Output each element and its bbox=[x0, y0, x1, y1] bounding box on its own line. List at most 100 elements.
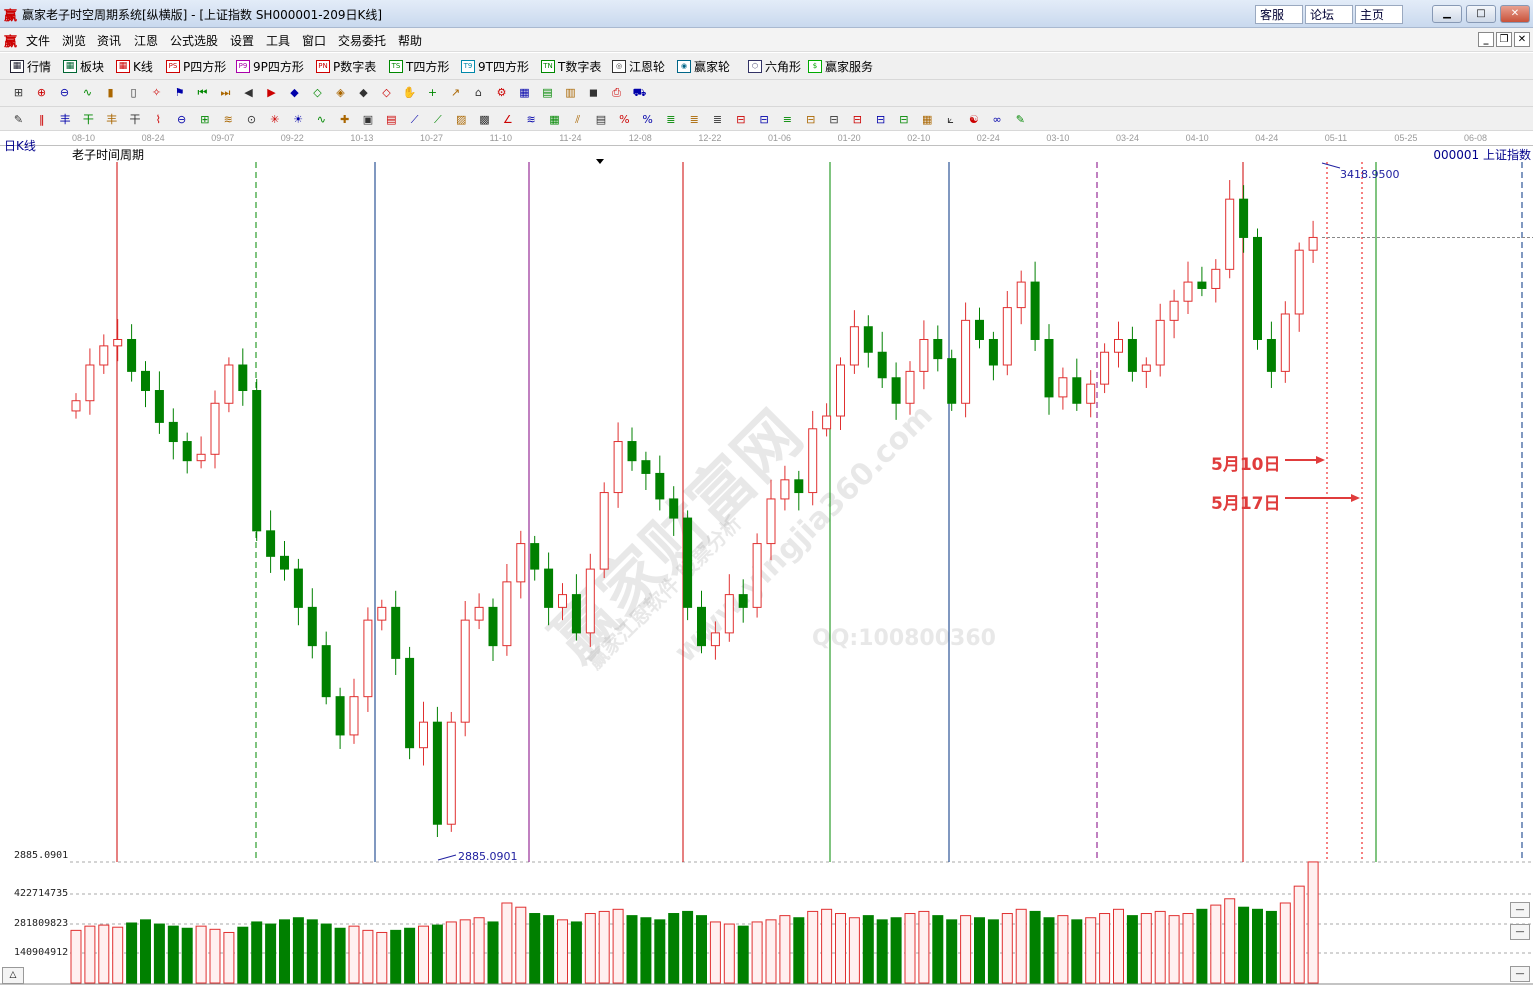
fan-icon[interactable]: ⌇ bbox=[155, 113, 161, 126]
ruler-icon[interactable]: ⊟ bbox=[736, 113, 746, 126]
toolbar-gann-wheel-button[interactable]: ◎ 江恩轮 bbox=[612, 58, 665, 75]
toolbar-hexagon-button[interactable]: ⬡ 六角形 bbox=[748, 58, 801, 75]
next-icon[interactable]: ▶ bbox=[267, 86, 276, 99]
toolbar-candlestick-button[interactable]: ▦ K线 bbox=[116, 58, 153, 75]
print-icon[interactable]: ⎙ bbox=[612, 86, 621, 99]
menu-item[interactable]: 设置 bbox=[230, 34, 255, 48]
diamond5-icon[interactable]: ◇ bbox=[382, 86, 391, 99]
menu-item[interactable]: 帮助 bbox=[398, 34, 423, 48]
grid3-icon[interactable]: ⟀ bbox=[947, 113, 954, 126]
circle-icon[interactable]: ⊖ bbox=[176, 113, 187, 126]
menu-item[interactable]: 工具 bbox=[266, 34, 291, 48]
toolbar-t9-button[interactable]: T9 9T四方形 bbox=[461, 58, 529, 75]
wave2-icon[interactable]: ≋ bbox=[526, 113, 536, 126]
period-icon[interactable]: ⊞ bbox=[13, 86, 24, 99]
percent-icon[interactable]: % bbox=[619, 113, 630, 126]
menu-item[interactable]: 公式选股 bbox=[170, 34, 219, 48]
infinity-icon[interactable]: ✎ bbox=[1015, 113, 1025, 126]
cycle-icon[interactable]: ⊟ bbox=[759, 113, 769, 126]
box2-icon[interactable]: ▤ bbox=[386, 113, 397, 126]
hash1-icon[interactable]: ‖ bbox=[39, 113, 45, 126]
menu-item[interactable]: 交易委托 bbox=[338, 34, 387, 48]
fib3-icon[interactable]: ≣ bbox=[712, 113, 723, 126]
prev-icon[interactable]: ◀ bbox=[244, 86, 253, 99]
mdi-close-button[interactable]: ✕ bbox=[1514, 32, 1530, 47]
star-icon[interactable]: ✳ bbox=[270, 113, 280, 126]
diamond3-icon[interactable]: ◈ bbox=[336, 86, 345, 99]
last-icon[interactable]: ⏭ bbox=[220, 86, 231, 99]
scroll-mid-button[interactable]: — bbox=[1510, 924, 1530, 940]
cross-icon[interactable]: ✚ bbox=[340, 113, 350, 126]
sun-icon[interactable]: ☀ bbox=[293, 113, 304, 126]
toolbar-blocks-button[interactable]: ▦ 板块 bbox=[63, 58, 104, 75]
gann-box-icon[interactable]: ▩ bbox=[479, 113, 490, 126]
toolbar-table-button[interactable]: ▦ 行情 bbox=[10, 58, 51, 75]
tree2-icon[interactable]: 干 bbox=[82, 113, 94, 126]
flag-icon[interactable]: ⚑ bbox=[174, 86, 185, 99]
fan-box-icon[interactable]: ▨ bbox=[455, 113, 467, 126]
first-icon[interactable]: ⏮ bbox=[197, 86, 208, 99]
box1-icon[interactable]: ▣ bbox=[362, 113, 374, 126]
cycle3-icon[interactable]: ⊟ bbox=[806, 113, 816, 126]
zoom-out-icon[interactable]: ⊖ bbox=[59, 86, 70, 99]
toolbar-p9-button[interactable]: P9 9P四方形 bbox=[236, 58, 304, 75]
close-button[interactable]: ✕ bbox=[1500, 5, 1530, 23]
scroll-up-button[interactable]: — bbox=[1510, 902, 1530, 918]
customer-service-button[interactable]: 客服 bbox=[1255, 5, 1303, 24]
menu-item[interactable]: 窗口 bbox=[302, 34, 327, 48]
menu-item[interactable]: 江恩 bbox=[134, 34, 159, 48]
fib2-icon[interactable]: ≣ bbox=[689, 113, 699, 126]
candle-icon[interactable]: ▯ bbox=[130, 86, 137, 99]
compass-icon[interactable]: ✧ bbox=[151, 86, 162, 99]
save-icon[interactable]: ◼ bbox=[588, 86, 599, 99]
minimize-button[interactable]: ▁ bbox=[1432, 5, 1462, 23]
crosshair-icon[interactable]: + bbox=[427, 86, 438, 99]
menu-item[interactable]: 资讯 bbox=[97, 34, 122, 48]
toolbar-dollar-button[interactable]: $ 赢家服务 bbox=[808, 58, 873, 75]
tree3-icon[interactable]: 丰 bbox=[106, 113, 118, 126]
toolbar-ps-button[interactable]: PS P四方形 bbox=[166, 58, 226, 75]
bar-chart-icon[interactable]: ▮ bbox=[107, 86, 114, 99]
chart-icon[interactable]: ☯ bbox=[968, 113, 979, 126]
wave-icon[interactable]: ∿ bbox=[316, 113, 326, 126]
cycle4-icon[interactable]: ⊟ bbox=[829, 113, 839, 126]
parallel-icon[interactable]: ⫽ bbox=[575, 113, 581, 126]
expand-panel-button[interactable]: △ bbox=[2, 967, 24, 984]
calculator-icon[interactable]: ▤ bbox=[542, 86, 553, 99]
zoom-in-icon[interactable]: ⊕ bbox=[36, 86, 47, 99]
cycle5-icon[interactable]: ⊟ bbox=[852, 113, 862, 126]
kline-chart[interactable] bbox=[0, 146, 1533, 986]
maximize-button[interactable]: □ bbox=[1466, 5, 1496, 23]
toolbar-pn-button[interactable]: PN P数字表 bbox=[316, 58, 376, 75]
hand-icon[interactable]: ✋ bbox=[402, 86, 417, 99]
trend-icon[interactable]: ↗ bbox=[450, 86, 461, 99]
diamond1-icon[interactable]: ◆ bbox=[290, 86, 299, 99]
grid-icon[interactable]: ⊞ bbox=[200, 113, 210, 126]
cycle7-icon[interactable]: ⊟ bbox=[899, 113, 909, 126]
calendar-icon[interactable]: ▦ bbox=[519, 86, 530, 99]
tree1-icon[interactable]: 丰 bbox=[59, 113, 71, 126]
percent2-icon[interactable]: % bbox=[642, 113, 653, 126]
mdi-minimize-button[interactable]: _ bbox=[1478, 32, 1494, 47]
scroll-down-button[interactable]: — bbox=[1510, 966, 1530, 982]
cycle2-icon[interactable]: ≡ bbox=[782, 113, 792, 126]
fan-line-icon[interactable]: ⟋ bbox=[434, 113, 442, 126]
cycle6-icon[interactable]: ⊟ bbox=[875, 113, 886, 126]
homepage-button[interactable]: 主页 bbox=[1355, 5, 1403, 24]
notes-icon[interactable]: ▥ bbox=[565, 86, 576, 99]
forum-button[interactable]: 论坛 bbox=[1305, 5, 1353, 24]
angle-icon[interactable]: ∠ bbox=[502, 113, 513, 126]
tree4-icon[interactable]: 干 bbox=[129, 113, 141, 126]
toolbar-ts-button[interactable]: TS T四方形 bbox=[389, 58, 449, 75]
speed-line-icon[interactable]: ⟋ bbox=[410, 113, 419, 126]
fib-icon[interactable]: ≣ bbox=[666, 113, 676, 126]
diamond4-icon[interactable]: ◆ bbox=[359, 86, 368, 99]
diamond2-icon[interactable]: ◇ bbox=[313, 86, 322, 99]
toolbar-tn-button[interactable]: TN T数字表 bbox=[541, 58, 601, 75]
menu-item[interactable]: 文件 bbox=[26, 34, 51, 48]
grid2-icon[interactable]: ▦ bbox=[549, 113, 560, 126]
network-icon[interactable]: ⚙ bbox=[496, 86, 507, 99]
toolbar-winner-wheel-button[interactable]: ◉ 赢家轮 bbox=[677, 58, 730, 75]
cycle8-icon[interactable]: ▦ bbox=[921, 113, 933, 126]
truck-icon[interactable]: ⛟ bbox=[632, 86, 647, 99]
